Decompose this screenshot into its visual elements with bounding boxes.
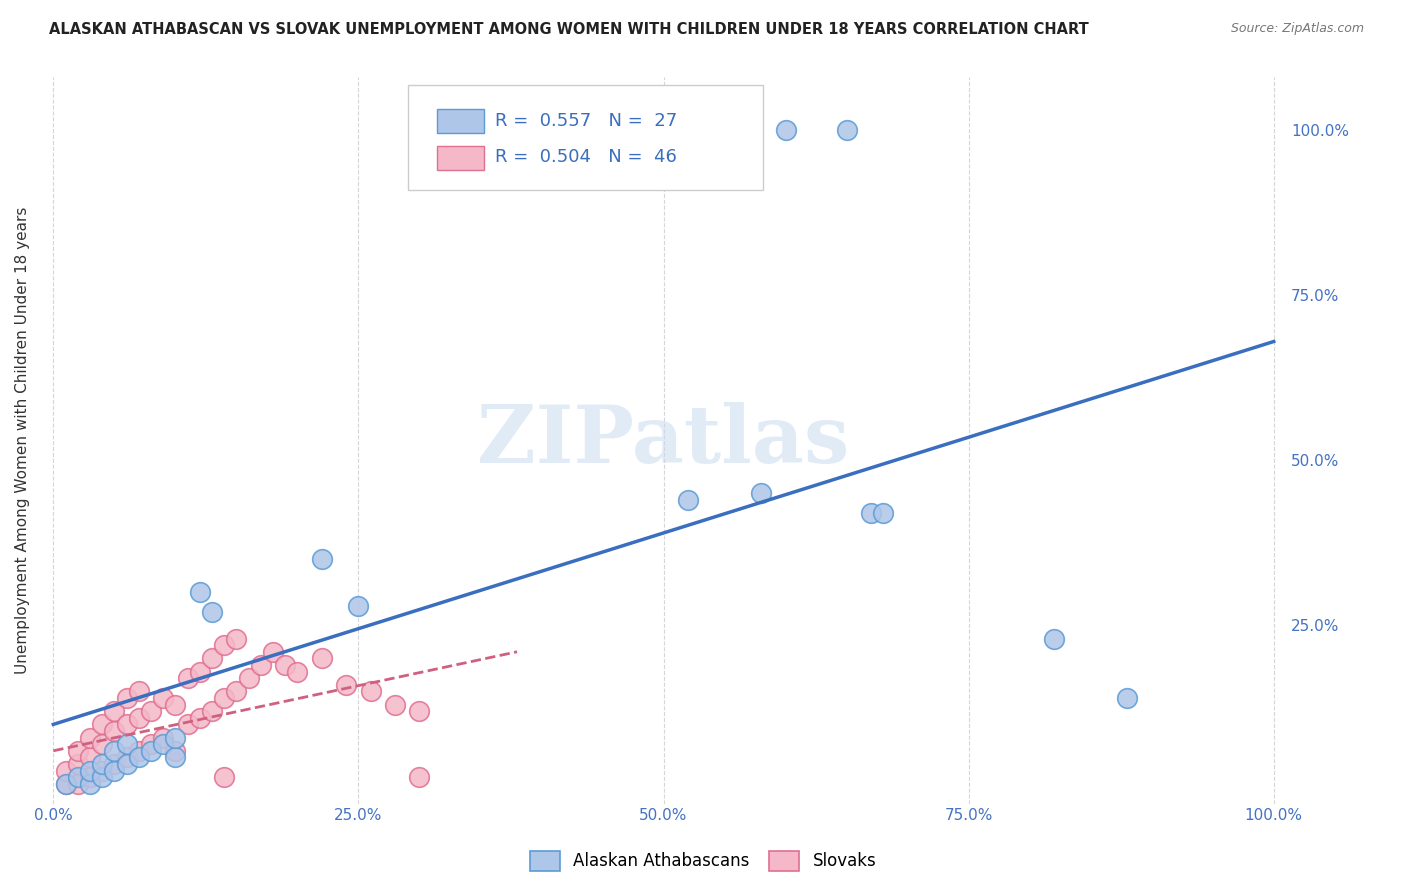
Point — [91, 770, 114, 784]
Point — [749, 486, 772, 500]
Text: Source: ZipAtlas.com: Source: ZipAtlas.com — [1230, 22, 1364, 36]
Point — [201, 605, 224, 619]
Point — [165, 744, 187, 758]
Y-axis label: Unemployment Among Women with Children Under 18 years: Unemployment Among Women with Children U… — [15, 207, 30, 674]
Point — [115, 757, 138, 772]
Point — [212, 691, 235, 706]
Point — [188, 665, 211, 679]
Point — [91, 737, 114, 751]
Point — [79, 777, 101, 791]
Point — [165, 731, 187, 745]
Point — [360, 684, 382, 698]
Point — [165, 750, 187, 764]
Text: ZIPatlas: ZIPatlas — [478, 401, 849, 480]
Text: R =  0.557   N =  27: R = 0.557 N = 27 — [495, 112, 678, 130]
Point — [128, 750, 150, 764]
Point — [384, 698, 406, 712]
Point — [201, 704, 224, 718]
Point — [311, 552, 333, 566]
Text: R =  0.504   N =  46: R = 0.504 N = 46 — [495, 148, 678, 166]
Point — [408, 770, 430, 784]
Point — [262, 645, 284, 659]
Point — [55, 777, 77, 791]
Point — [139, 704, 162, 718]
Point — [165, 698, 187, 712]
Point — [66, 757, 89, 772]
Point — [238, 671, 260, 685]
Point — [55, 777, 77, 791]
Point — [1116, 691, 1139, 706]
Point — [103, 757, 125, 772]
Point — [1043, 632, 1066, 646]
Point — [139, 744, 162, 758]
Point — [775, 123, 797, 137]
Point — [274, 657, 297, 672]
Point — [91, 764, 114, 778]
Legend: Alaskan Athabascans, Slovaks: Alaskan Athabascans, Slovaks — [522, 842, 884, 880]
Point — [128, 684, 150, 698]
FancyBboxPatch shape — [437, 145, 484, 169]
Point — [212, 770, 235, 784]
Point — [91, 717, 114, 731]
Point — [103, 724, 125, 739]
Point — [859, 506, 882, 520]
Point — [201, 651, 224, 665]
Point — [103, 704, 125, 718]
Point — [188, 711, 211, 725]
Point — [79, 731, 101, 745]
Point — [115, 737, 138, 751]
Point — [152, 731, 174, 745]
Point — [676, 492, 699, 507]
Point — [835, 123, 858, 137]
Point — [225, 632, 247, 646]
Point — [66, 770, 89, 784]
Point — [115, 691, 138, 706]
Point — [66, 777, 89, 791]
Point — [212, 638, 235, 652]
Point — [287, 665, 309, 679]
Point — [79, 764, 101, 778]
Point — [872, 506, 894, 520]
Point — [91, 757, 114, 772]
Point — [55, 764, 77, 778]
Point — [152, 737, 174, 751]
Point — [128, 711, 150, 725]
Point — [79, 770, 101, 784]
Point — [311, 651, 333, 665]
Point — [103, 764, 125, 778]
FancyBboxPatch shape — [437, 110, 484, 134]
Point — [347, 599, 370, 613]
Point — [249, 657, 271, 672]
Point — [103, 744, 125, 758]
Point — [139, 737, 162, 751]
Point — [79, 750, 101, 764]
Point — [176, 671, 198, 685]
Point — [152, 691, 174, 706]
Point — [66, 744, 89, 758]
Point — [115, 717, 138, 731]
Point — [176, 717, 198, 731]
Text: ALASKAN ATHABASCAN VS SLOVAK UNEMPLOYMENT AMONG WOMEN WITH CHILDREN UNDER 18 YEA: ALASKAN ATHABASCAN VS SLOVAK UNEMPLOYMEN… — [49, 22, 1090, 37]
FancyBboxPatch shape — [408, 85, 763, 190]
Point — [225, 684, 247, 698]
Point — [128, 744, 150, 758]
Point — [115, 750, 138, 764]
Point — [335, 678, 357, 692]
Point — [408, 704, 430, 718]
Point — [188, 585, 211, 599]
